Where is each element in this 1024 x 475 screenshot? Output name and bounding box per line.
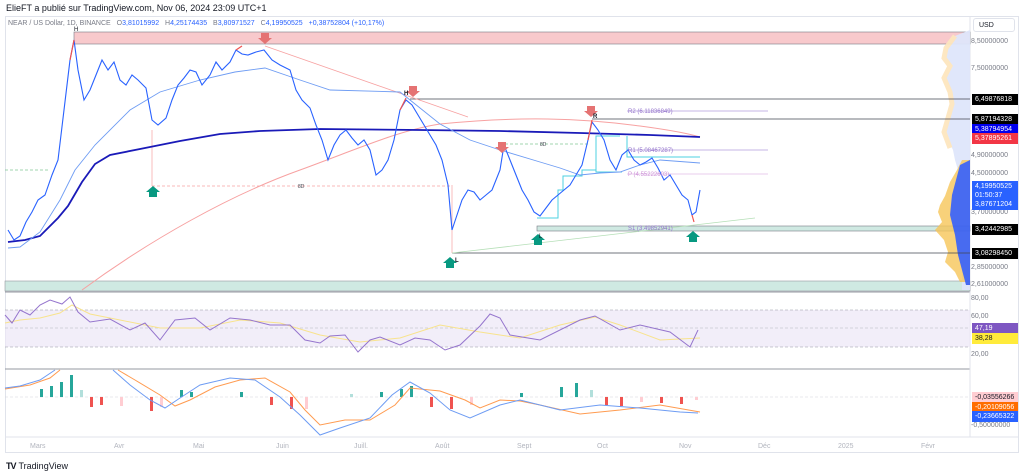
rsi-axis-tag: 47,19	[972, 323, 1018, 334]
price-axis-tag: 6,49876818	[972, 94, 1018, 105]
macd-axis-tag: -0,20109056	[972, 402, 1018, 413]
time-axis-label: Févr	[921, 443, 935, 450]
price-axis-tag: 3,87671204	[972, 199, 1018, 210]
open-value: 3,81015992	[122, 20, 160, 27]
time-axis-label: 2025	[838, 443, 854, 450]
resistance-marker-label: R	[593, 114, 598, 120]
chart-frame	[5, 16, 1019, 453]
close-label: C	[260, 20, 266, 27]
close-value: 4,19950525	[265, 20, 303, 27]
tradingview-logo[interactable]: TV TradingView	[6, 461, 68, 471]
macd-axis-tick: -0,50000000	[971, 422, 1011, 429]
price-axis-tag: 01:50:37	[972, 190, 1018, 201]
s1-zone	[536, 225, 971, 232]
time-axis-label: Août	[435, 443, 450, 450]
time-axis-label: Mars	[30, 443, 46, 450]
rsi-axis-tag: 38,28	[972, 333, 1018, 344]
time-axis-label: Juill.	[354, 443, 369, 450]
time-axis-label: Juin	[276, 443, 289, 450]
low-value: 3,80971527	[217, 20, 255, 27]
time-axis-label: Nov	[679, 443, 692, 450]
price-axis-tick: 2,61000000	[971, 281, 1008, 288]
high-marker-label-2: H	[404, 91, 408, 97]
price-axis-tick: 8,50000000	[971, 38, 1008, 45]
high-marker-label: H	[74, 27, 78, 33]
pivot-p-label: P (4.55222603)	[628, 172, 669, 178]
time-axis-label: Oct	[597, 443, 608, 450]
open-label: O	[116, 20, 123, 27]
symbol-label[interactable]: NEAR / US Dollar, 1D, BINANCE	[8, 20, 111, 27]
pivot-r1-label: R1 (5.08467287)	[628, 148, 673, 154]
price-axis-tag: 5,87194328	[972, 114, 1018, 125]
price-axis-tick: 4,90000000	[971, 152, 1008, 159]
price-axis-tag: 3,08298450	[972, 248, 1018, 259]
arrow-markers	[146, 33, 700, 268]
pivot-r2-label: R2 (6.11836849)	[628, 109, 673, 115]
currency-button[interactable]: USD	[973, 18, 1015, 32]
price-axis-tick: 7,50000000	[971, 65, 1008, 72]
low-marker-label-2: L	[539, 234, 543, 240]
time-axis-label: Avr	[114, 443, 125, 450]
publisher-line: ElieFT a publié sur TradingView.com, Nov…	[6, 3, 267, 13]
support-zone	[4, 280, 971, 292]
tradingview-logo-text: TradingView	[18, 461, 69, 471]
price-axis-tag: 3,42442985	[972, 224, 1018, 235]
price-axis-tag: 5,38794954	[972, 124, 1018, 135]
bars-range-label-2: 8D	[540, 142, 547, 148]
resistance-zone	[73, 31, 971, 45]
time-axis-label: Déc	[758, 443, 771, 450]
time-axis-label: Sept	[517, 443, 532, 450]
price-axis-tick: 3,70000000	[971, 209, 1008, 216]
ohlc-legend: NEAR / US Dollar, 1D, BINANCE O3,8101599…	[8, 20, 384, 27]
price-axis-tick: 2,85000000	[971, 264, 1008, 271]
rsi-axis-tick: 60,00	[971, 313, 989, 320]
rsi-axis-tick: 20,00	[971, 351, 989, 358]
volume-profile	[935, 30, 970, 290]
bars-range-label-1: 8D	[298, 184, 305, 190]
low-label: B	[213, 20, 218, 27]
rsi-axis-tick: 80,00	[971, 295, 989, 302]
price-axis-tag: 4,19950525	[972, 181, 1018, 192]
price-axis-tag: 5,37895261	[972, 133, 1018, 144]
macd-axis-tag: -0,23665322	[972, 411, 1018, 422]
high-value: 4,25174435	[170, 20, 208, 27]
price-axis-tick: 4,50000000	[971, 170, 1008, 177]
candles	[7, 39, 701, 241]
macd-histogram	[40, 375, 698, 411]
change-value: +0,38752804 (+10,17%)	[308, 20, 385, 27]
tradingview-logo-icon: TV	[6, 461, 16, 471]
macd-axis-tag: -0,03556266	[972, 392, 1018, 403]
low-marker-label: L	[455, 258, 459, 264]
high-label: H	[165, 20, 171, 27]
time-axis-label: Mai	[193, 443, 205, 450]
pivot-s1-label: S1 (3.49852941)	[628, 226, 673, 232]
